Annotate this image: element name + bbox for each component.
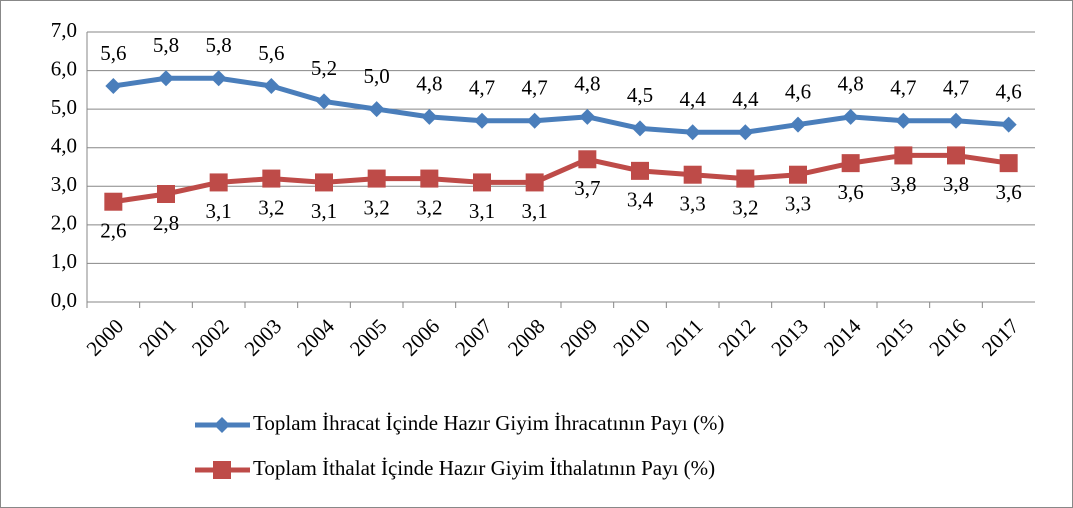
data-label: 3,1 [522,199,548,223]
data-label: 2,6 [100,219,126,243]
data-label: 5,0 [364,64,390,88]
data-label: 4,7 [890,76,916,100]
marker [789,165,807,184]
y-tick-label: 5,0 [51,95,77,119]
marker [263,78,280,94]
data-label: 5,2 [311,56,337,80]
marker [842,108,859,125]
marker [315,173,333,192]
marker [578,150,597,169]
marker [474,112,490,129]
legend-label: Toplam İthalat İçinde Hazır Giyim İthala… [253,456,715,480]
y-tick-label: 3,0 [51,172,77,196]
marker [420,169,439,188]
data-label: 3,6 [996,180,1022,204]
marker [158,70,174,87]
data-label: 3,1 [206,199,232,223]
marker [736,169,755,188]
data-label: 3,4 [627,188,654,212]
marker [473,173,491,192]
marker [895,112,912,129]
marker [368,101,385,118]
data-label: 3,2 [416,195,442,219]
marker [157,185,175,203]
marker [210,70,227,87]
data-label: 4,6 [785,79,811,103]
data-label: 3,1 [469,199,495,223]
data-label: 3,3 [785,192,811,216]
legend-marker [214,417,230,433]
data-label: 5,6 [258,41,284,65]
marker [841,154,860,173]
marker [947,146,965,165]
data-label: 3,3 [680,192,706,216]
data-label: 5,8 [206,33,232,57]
data-label: 3,2 [364,195,390,219]
data-label: 3,6 [838,180,864,204]
data-label: 3,2 [732,195,758,219]
data-label: 5,8 [153,33,179,57]
data-label: 4,5 [627,83,653,107]
marker [737,124,754,141]
y-tick-label: 7,0 [51,18,77,42]
data-label: 4,7 [522,76,548,100]
marker [683,165,702,184]
data-label: 4,8 [838,72,864,96]
y-tick-label: 2,0 [51,211,77,235]
legend-marker [213,461,231,479]
data-label: 4,6 [996,79,1022,103]
data-label: 3,8 [890,172,916,196]
marker [1000,116,1017,133]
marker [262,169,281,188]
y-tick-label: 4,0 [51,134,77,158]
marker [579,108,596,125]
marker [316,93,332,110]
marker [684,124,701,141]
marker [894,146,913,165]
marker [632,120,648,137]
marker [105,78,122,94]
data-label: 3,8 [943,172,969,196]
data-label: 4,8 [574,72,600,96]
data-label: 4,7 [469,76,495,100]
marker [790,116,806,133]
marker [948,112,964,129]
marker [525,173,544,192]
marker [631,161,649,180]
marker [209,173,228,192]
y-tick-label: 0,0 [51,288,77,312]
data-label: 4,7 [943,76,969,100]
marker [999,154,1018,173]
marker [104,192,123,211]
data-label: 4,4 [680,87,707,111]
data-label: 3,2 [258,195,284,219]
data-label: 2,8 [153,211,179,235]
y-tick-label: 6,0 [51,56,77,80]
legend-label: Toplam İhracat İçinde Hazır Giyim İhraca… [253,411,724,435]
data-label: 4,8 [416,72,442,96]
data-label: 3,1 [311,199,337,223]
data-label: 3,7 [574,176,600,200]
y-tick-label: 1,0 [51,249,77,273]
data-label: 5,6 [100,41,126,65]
marker [367,169,386,188]
marker [526,112,543,129]
data-label: 4,4 [732,87,759,111]
marker [421,108,438,125]
series-line [112,75,1009,135]
